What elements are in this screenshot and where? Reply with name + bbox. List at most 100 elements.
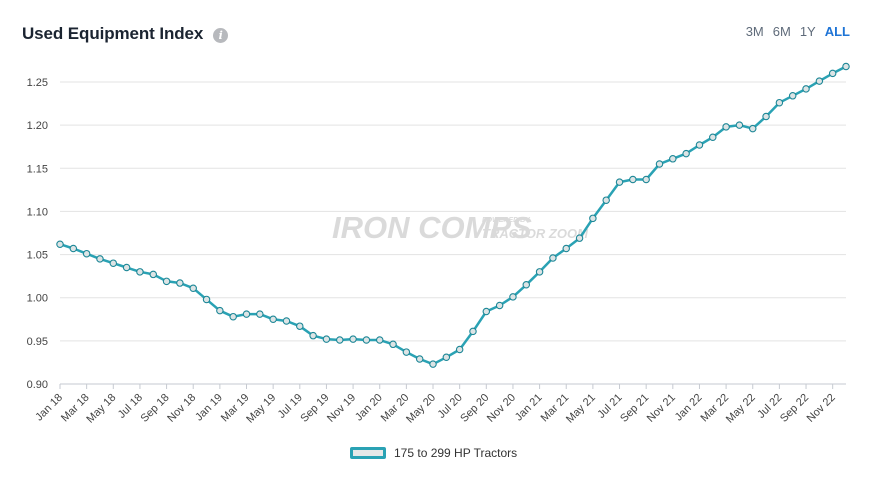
data-point bbox=[122, 263, 131, 272]
page-title: Used Equipment Index bbox=[22, 24, 204, 43]
y-tick-label: 1.10 bbox=[27, 206, 48, 218]
x-tick-label: May 20 bbox=[404, 392, 438, 426]
data-point bbox=[629, 175, 637, 184]
data-point bbox=[256, 310, 264, 318]
x-tick-label: Jan 20 bbox=[353, 392, 385, 424]
y-tick-label: 0.95 bbox=[27, 336, 48, 348]
x-tick-label: Sep 22 bbox=[778, 392, 811, 425]
watermark-tagline-bottom: TRACTOR ZOOM bbox=[482, 226, 589, 241]
x-tick-label: Nov 19 bbox=[325, 392, 358, 425]
watermark-brand: IRON COMPS bbox=[332, 210, 532, 245]
y-tick-label: 0.90 bbox=[27, 379, 48, 391]
data-point bbox=[482, 307, 491, 316]
range-6m-button[interactable]: 6M bbox=[772, 24, 791, 39]
y-axis-ticks: 0.90 0.95 1.00 1.05 1.10 1.15 1.20 1.25 bbox=[27, 77, 48, 391]
data-point bbox=[695, 141, 704, 149]
data-point bbox=[788, 92, 797, 100]
data-point bbox=[562, 244, 570, 253]
y-tick-label: 1.25 bbox=[27, 77, 48, 89]
data-point bbox=[149, 270, 158, 279]
x-tick-label: Jan 18 bbox=[33, 392, 65, 424]
legend-label: 175 to 299 HP Tractors bbox=[394, 446, 518, 460]
x-tick-label: May 22 bbox=[724, 392, 758, 426]
data-point bbox=[162, 277, 171, 286]
data-point bbox=[775, 98, 784, 107]
chart-header: Used Equipment Index i bbox=[22, 24, 229, 44]
data-point bbox=[56, 240, 64, 248]
data-point bbox=[495, 301, 504, 310]
data-point bbox=[402, 348, 411, 356]
data-point bbox=[362, 336, 371, 344]
y-tick-label: 1.20 bbox=[27, 120, 48, 132]
data-point bbox=[455, 345, 464, 354]
data-point bbox=[509, 293, 517, 301]
data-point bbox=[802, 85, 810, 93]
data-point bbox=[469, 327, 477, 336]
x-tick-label: Nov 21 bbox=[645, 392, 678, 425]
data-point bbox=[69, 244, 78, 253]
x-tick-label: Jan 21 bbox=[513, 392, 545, 424]
data-point bbox=[336, 336, 344, 344]
data-point bbox=[575, 234, 584, 242]
range-1y-button[interactable]: 1Y bbox=[799, 24, 816, 39]
watermark-tagline-top: POWERED BY bbox=[482, 217, 531, 224]
data-point bbox=[349, 335, 357, 343]
x-tick-label: May 21 bbox=[564, 392, 598, 426]
range-selector: 3M 6M 1Y ALL bbox=[746, 24, 850, 39]
data-point bbox=[589, 214, 597, 223]
data-point bbox=[296, 322, 304, 330]
info-icon[interactable]: i bbox=[213, 28, 229, 43]
y-tick-label: 1.05 bbox=[27, 250, 48, 262]
data-point bbox=[748, 124, 757, 133]
data-point bbox=[375, 336, 384, 344]
data-point bbox=[602, 196, 610, 204]
data-point bbox=[762, 112, 770, 121]
data-point bbox=[189, 284, 197, 292]
range-3m-button[interactable]: 3M bbox=[745, 24, 764, 39]
data-point bbox=[176, 279, 184, 287]
iron-comps-watermark: IRON COMPS POWERED BY TRACTOR ZOOM bbox=[332, 210, 589, 245]
x-tick-label: Nov 20 bbox=[485, 392, 518, 425]
data-point bbox=[535, 268, 544, 276]
data-point bbox=[642, 175, 650, 184]
data-point bbox=[522, 281, 531, 289]
data-point bbox=[429, 360, 437, 368]
x-tick-label: Sep 20 bbox=[458, 392, 491, 425]
data-point bbox=[655, 160, 664, 168]
data-point bbox=[615, 178, 624, 186]
legend-swatch bbox=[350, 447, 386, 459]
data-point bbox=[442, 353, 451, 362]
series-markers bbox=[56, 62, 850, 368]
x-axis bbox=[59, 383, 846, 389]
data-point bbox=[389, 340, 397, 349]
y-tick-label: 1.00 bbox=[27, 293, 48, 305]
x-tick-label: Nov 22 bbox=[805, 392, 838, 425]
data-point bbox=[216, 306, 224, 315]
data-point bbox=[242, 310, 251, 318]
data-point bbox=[815, 77, 824, 85]
data-point bbox=[828, 69, 837, 78]
x-tick-label: May 18 bbox=[84, 392, 118, 426]
data-point bbox=[309, 331, 317, 340]
data-point bbox=[842, 62, 850, 71]
x-tick-label: May 19 bbox=[244, 392, 278, 426]
data-point bbox=[735, 121, 744, 129]
data-point bbox=[722, 123, 730, 131]
data-point bbox=[269, 315, 277, 324]
x-tick-label: Sep 21 bbox=[618, 392, 651, 425]
data-point bbox=[322, 335, 331, 343]
x-tick-label: Nov 18 bbox=[165, 392, 198, 425]
data-point bbox=[669, 155, 677, 163]
data-point bbox=[82, 249, 91, 258]
data-point bbox=[96, 255, 104, 263]
data-point bbox=[682, 149, 690, 158]
x-tick-label: Sep 18 bbox=[139, 392, 172, 425]
data-point bbox=[109, 259, 118, 267]
gridlines bbox=[60, 81, 846, 342]
data-point bbox=[202, 295, 211, 304]
legend-item[interactable]: 175 to 299 HP Tractors bbox=[350, 446, 517, 460]
data-point bbox=[549, 254, 557, 262]
range-all-button[interactable]: ALL bbox=[824, 24, 850, 39]
